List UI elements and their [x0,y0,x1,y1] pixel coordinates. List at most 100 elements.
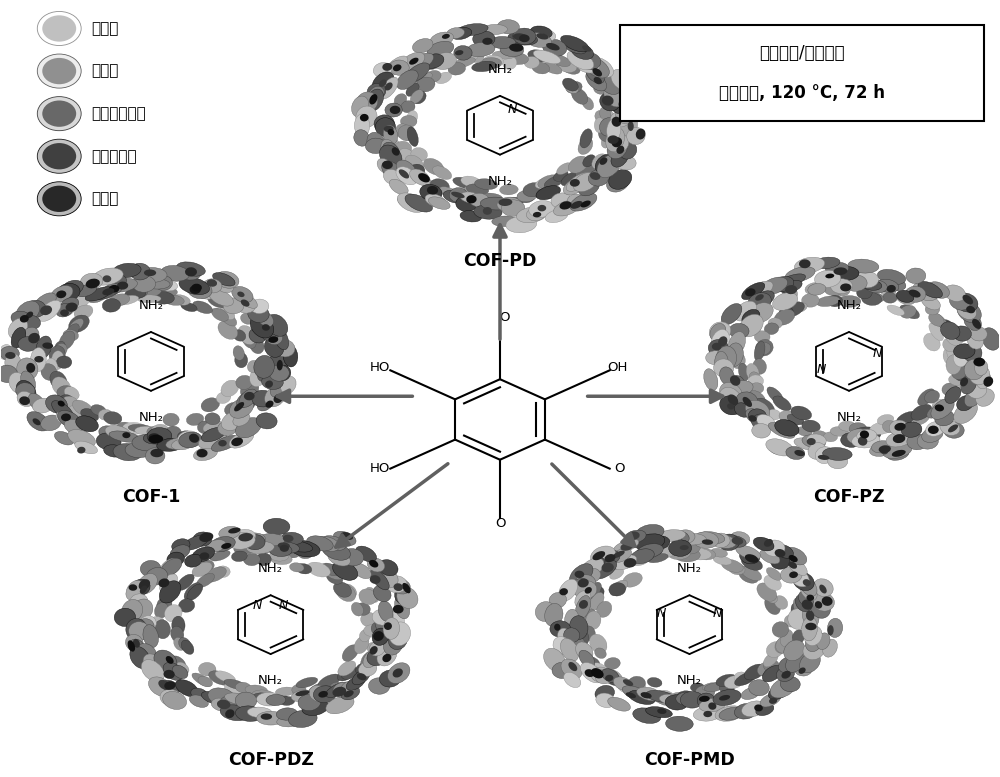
Circle shape [37,139,81,173]
Ellipse shape [918,388,935,406]
Ellipse shape [579,53,601,70]
Ellipse shape [612,551,625,558]
Ellipse shape [135,643,157,664]
Ellipse shape [608,134,629,153]
Ellipse shape [553,636,571,654]
Ellipse shape [565,82,578,93]
Ellipse shape [466,195,477,204]
Ellipse shape [328,551,350,566]
Ellipse shape [353,563,371,579]
Ellipse shape [154,276,172,291]
Ellipse shape [365,138,386,154]
Ellipse shape [595,110,606,123]
Ellipse shape [924,333,940,351]
Ellipse shape [81,313,221,409]
Circle shape [47,147,71,166]
Ellipse shape [405,155,424,172]
Ellipse shape [163,692,187,709]
Ellipse shape [62,280,83,296]
Ellipse shape [117,422,133,433]
Ellipse shape [329,682,344,694]
Ellipse shape [382,653,391,662]
Ellipse shape [610,549,632,563]
Ellipse shape [341,532,353,540]
Ellipse shape [772,622,789,637]
Ellipse shape [283,535,294,542]
Ellipse shape [181,302,197,312]
Ellipse shape [28,393,45,411]
Ellipse shape [378,601,393,622]
Ellipse shape [262,375,283,389]
Ellipse shape [341,584,357,598]
Ellipse shape [62,396,79,410]
Ellipse shape [743,320,761,336]
Ellipse shape [721,304,742,325]
Ellipse shape [221,409,248,430]
Ellipse shape [756,704,774,716]
Ellipse shape [369,641,385,656]
Text: NH₂: NH₂ [677,563,702,576]
Ellipse shape [601,671,621,685]
Ellipse shape [170,663,187,678]
Ellipse shape [953,349,968,367]
Ellipse shape [719,681,734,695]
Ellipse shape [183,535,209,550]
Ellipse shape [333,582,351,598]
Ellipse shape [213,273,235,286]
Ellipse shape [952,365,967,379]
Ellipse shape [57,385,75,399]
Ellipse shape [179,599,195,612]
Ellipse shape [129,584,137,591]
Ellipse shape [234,402,244,411]
Ellipse shape [624,688,647,701]
Ellipse shape [219,526,240,539]
Ellipse shape [211,435,239,451]
Ellipse shape [33,293,56,313]
Ellipse shape [388,631,407,650]
Ellipse shape [401,52,425,71]
Ellipse shape [703,711,712,717]
Ellipse shape [602,669,619,683]
Ellipse shape [804,625,822,646]
Text: COF-1: COF-1 [122,488,180,506]
Ellipse shape [322,535,346,550]
Ellipse shape [125,442,151,458]
Ellipse shape [861,280,882,291]
Ellipse shape [693,531,719,549]
Ellipse shape [953,326,971,341]
Ellipse shape [147,427,172,444]
Ellipse shape [799,260,811,268]
Ellipse shape [285,541,313,552]
Ellipse shape [187,281,212,298]
Ellipse shape [573,172,598,192]
Ellipse shape [819,584,827,594]
Ellipse shape [42,343,53,349]
Ellipse shape [394,94,407,106]
Ellipse shape [647,553,668,563]
Ellipse shape [205,413,220,425]
Ellipse shape [64,420,87,435]
Ellipse shape [545,604,563,626]
Ellipse shape [648,545,662,556]
Ellipse shape [247,361,260,373]
Ellipse shape [766,642,784,657]
Ellipse shape [787,557,807,576]
Ellipse shape [382,161,404,182]
Ellipse shape [624,530,646,543]
Ellipse shape [736,545,761,559]
Ellipse shape [877,279,899,292]
Ellipse shape [9,372,28,394]
Ellipse shape [367,649,387,666]
Ellipse shape [341,666,357,679]
Ellipse shape [779,657,796,673]
Ellipse shape [757,583,777,601]
Ellipse shape [210,537,235,552]
Ellipse shape [731,375,745,391]
Ellipse shape [337,669,353,681]
Ellipse shape [579,600,588,609]
Ellipse shape [525,33,552,47]
Ellipse shape [489,37,516,48]
Ellipse shape [752,423,771,438]
Ellipse shape [177,430,193,441]
Ellipse shape [455,50,463,55]
